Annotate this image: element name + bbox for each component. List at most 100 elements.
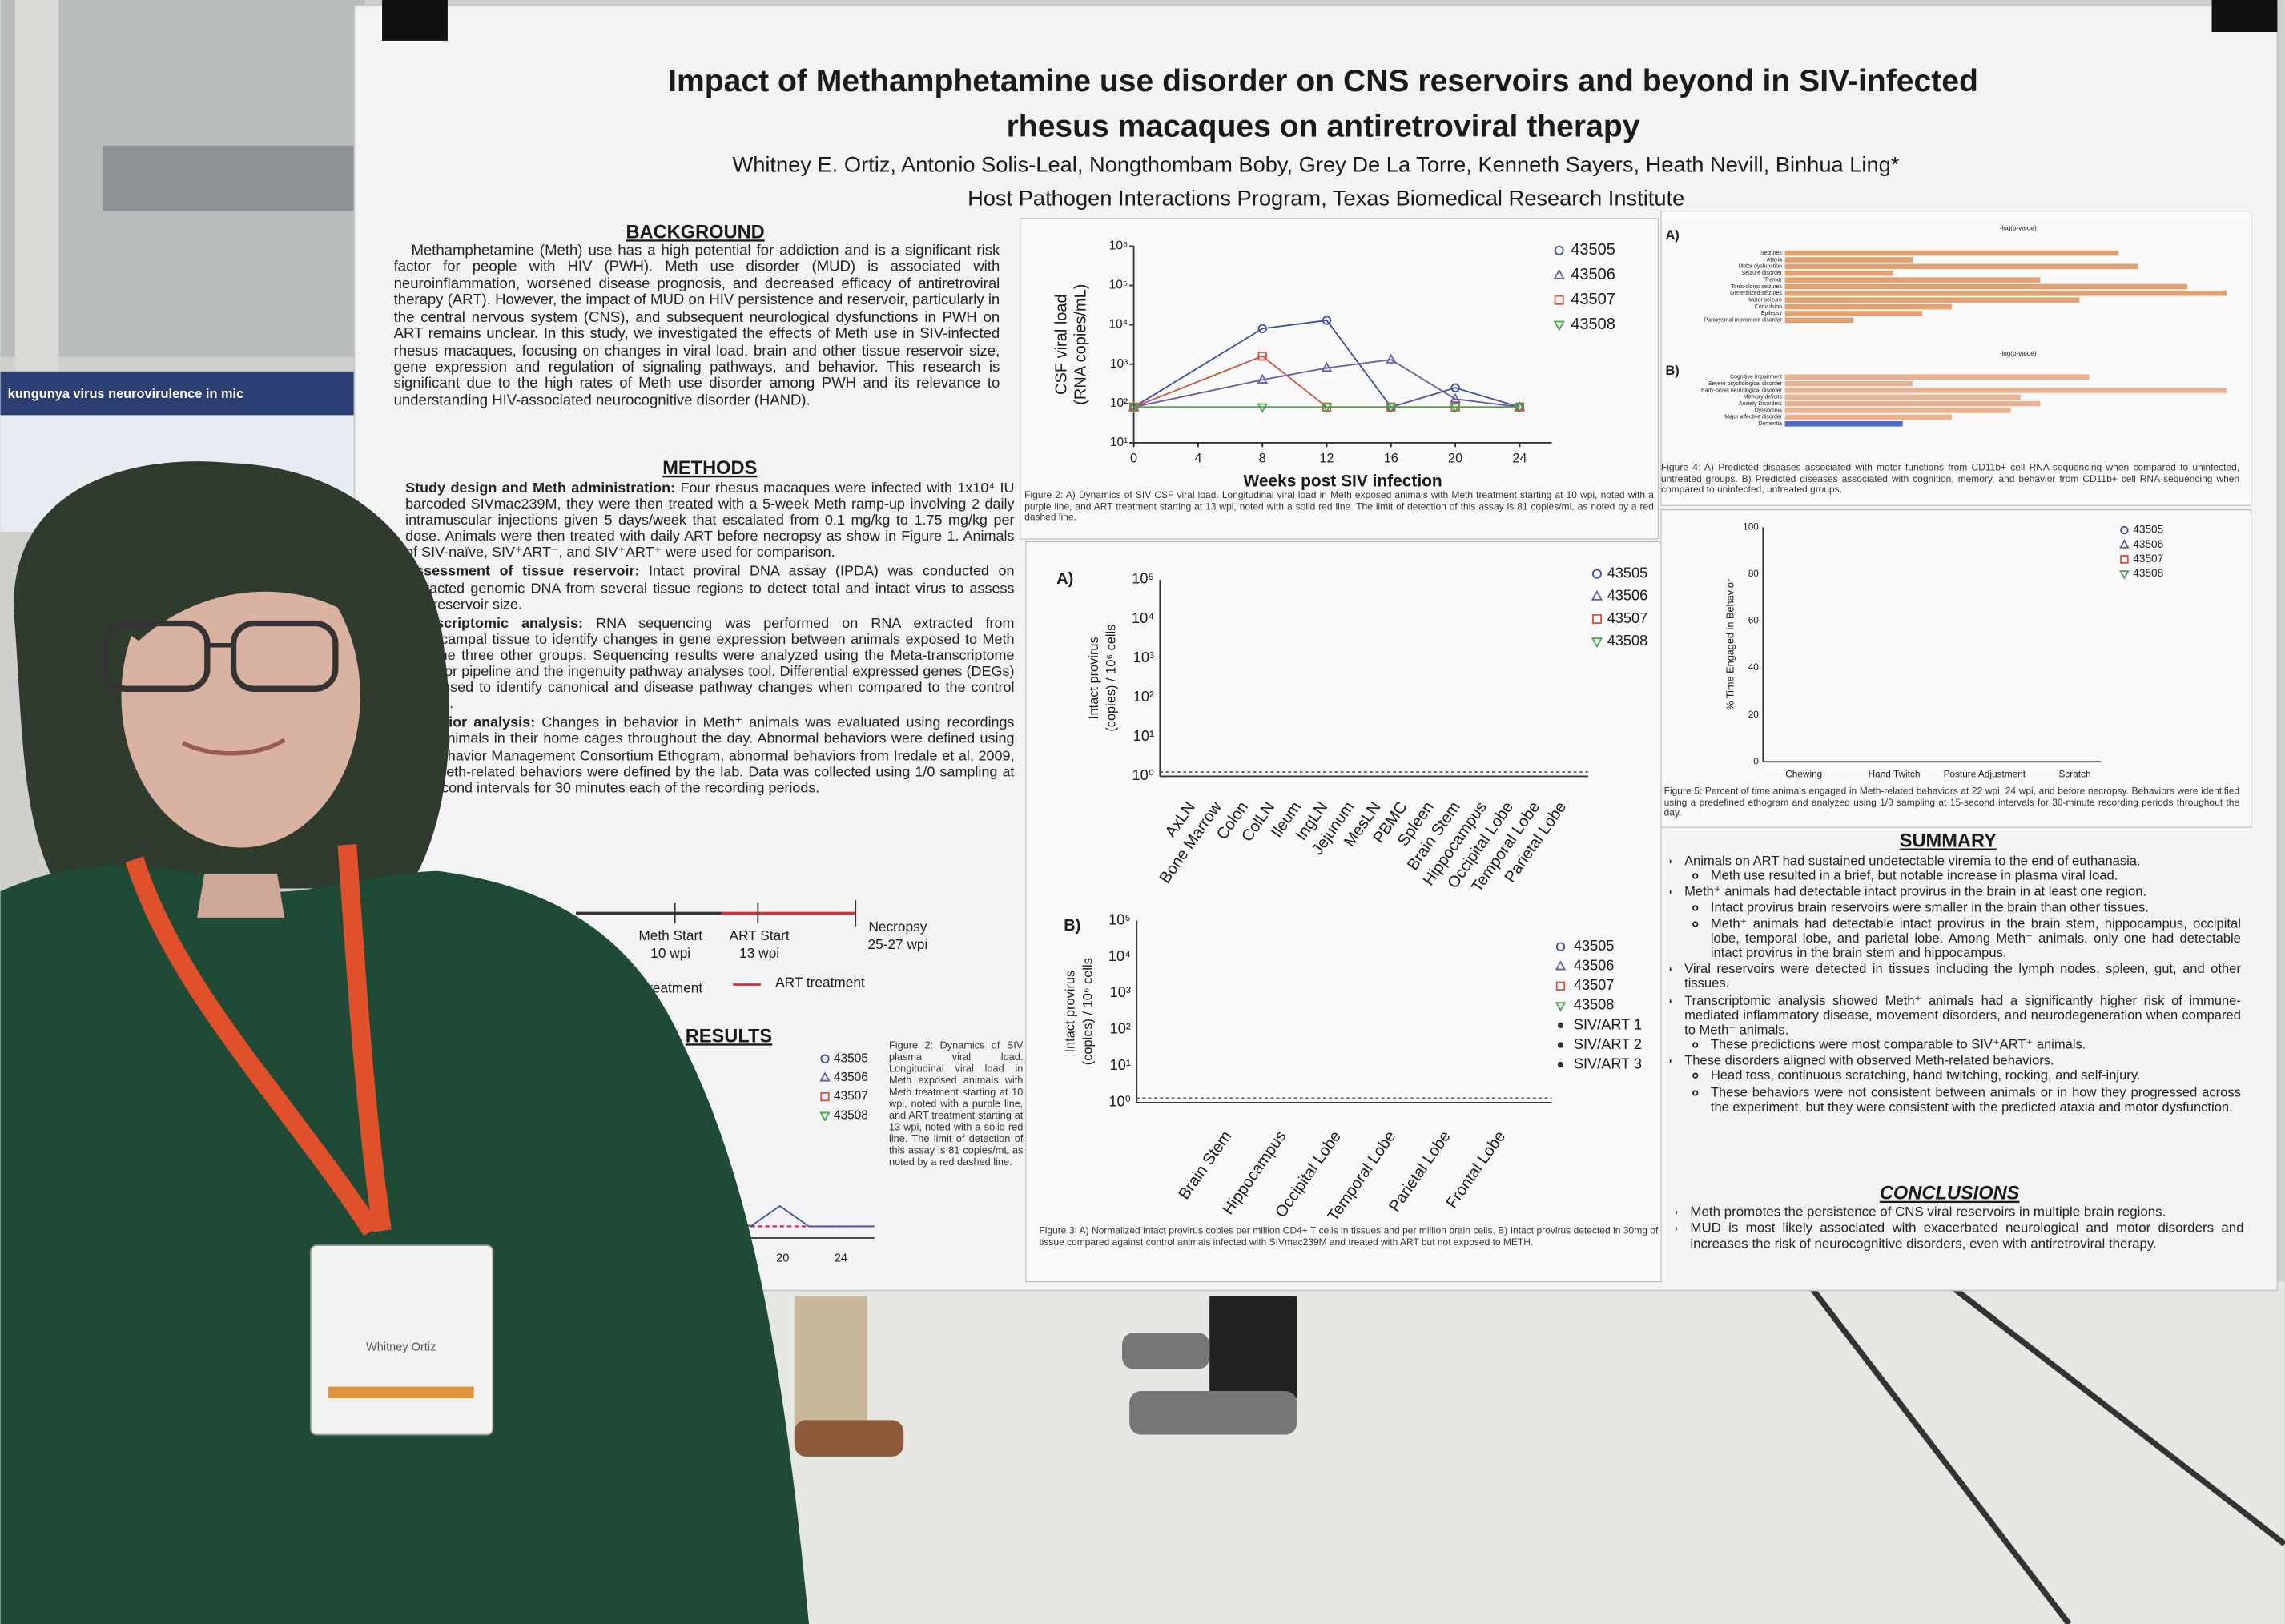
legend-label: 43508 [1607, 633, 1648, 649]
summary-item: Transcriptomic analysis showed Meth⁺ ani… [1684, 993, 2241, 1052]
marker [1514, 400, 1526, 412]
affiliation: Host Pathogen Interactions Program, Texa… [968, 185, 1684, 210]
marker [1554, 295, 1564, 305]
binder-clip [382, 0, 448, 41]
bar [1784, 291, 2227, 296]
y-tick-label: 40 [1748, 661, 1760, 673]
summary-text: These disorders aligned with observed Me… [1684, 1053, 2054, 1068]
summary-list: Animals on ART had sustained undetectabl… [1670, 854, 2241, 1114]
bar [1784, 374, 2090, 380]
summary-subitems: These predictions were most comparable t… [1684, 1037, 2241, 1052]
marker [1591, 637, 1603, 649]
section-heading: RESULTS [686, 1026, 773, 1047]
y-tick-label: 10² [1110, 1021, 1131, 1037]
marker [1450, 392, 1461, 403]
marker [1450, 403, 1461, 413]
x-tick-label: 12 [1319, 451, 1334, 465]
marker [819, 1071, 831, 1082]
methods-lead: Assessment of tissue reservoir: [405, 564, 640, 581]
y-tick-label: 10⁵ [1108, 911, 1131, 927]
methods-text-box: Study design and Meth administration: Fo… [405, 480, 1014, 796]
bar [1784, 250, 2119, 256]
marker [1555, 1002, 1567, 1012]
figure2-caption-box: Figure 2: A) Dynamics of SIV CSF viral l… [1024, 491, 1654, 523]
y-tick-label: 10⁶ [1109, 239, 1128, 252]
methods-text: Study design and Meth administration: Fo… [405, 480, 1014, 796]
legend-label: 43507 [1607, 610, 1648, 626]
legend-label: 43506 [1607, 588, 1648, 604]
marker [819, 1111, 831, 1122]
y-tick-label: 20 [1748, 709, 1760, 720]
glasses [102, 620, 211, 692]
y-axis-label: % Time Engaged in Behavior [1724, 578, 1736, 710]
methods-paragraph: Behavior analysis: Changes in behavior i… [405, 716, 1014, 797]
bar [1784, 263, 2138, 270]
section-heading: METHODS [662, 458, 757, 479]
bar-label: Motor dysfunction [1738, 264, 1782, 270]
figure4-caption-box: Figure 4: A) Predicted diseases associat… [1661, 463, 2239, 495]
legend-label: SIV/ART 3 [1574, 1055, 1642, 1071]
marker [1386, 353, 1397, 364]
summary-item: Animals on ART had sustained undetectabl… [1684, 854, 2241, 883]
poster-title: rhesus macaques on antiretroviral therap… [1007, 109, 1640, 143]
person: Whitney Ortiz [0, 461, 809, 1624]
y-axis-label: (RNA copies/mL) [1072, 284, 1089, 405]
bar [1784, 317, 1854, 324]
summary-subitem: Meth use resulted in a brief, but notabl… [1711, 868, 2241, 883]
y-tick-label: 10⁰ [1132, 767, 1155, 783]
legend-label: 43508 [2133, 567, 2163, 579]
category-label: Hand Twitch [1869, 769, 1921, 780]
timeline-label: Meth Start [638, 927, 702, 943]
bar-label: Tonic-clonic seizures [1731, 284, 1782, 290]
summary-subitems: Meth use resulted in a brief, but notabl… [1684, 868, 2241, 883]
timeline-label: 13 wpi [739, 945, 779, 961]
marker [1557, 1022, 1564, 1029]
bar-label: Seizure disorder [1742, 271, 1783, 276]
marker [1257, 373, 1268, 384]
x-tick-label: 16 [1384, 451, 1398, 465]
y-tick-label: 10⁴ [1132, 610, 1154, 626]
figure5-caption: Figure 5: Percent of time animals engage… [1663, 786, 2240, 819]
x-tick-label: 4 [1194, 451, 1201, 465]
bar [1784, 380, 1913, 387]
marker [1322, 316, 1332, 325]
legend-label: 43505 [1607, 565, 1648, 581]
y-axis-label: Intact provirus [1064, 971, 1078, 1053]
bar-label: Memory deficits [1744, 395, 1783, 400]
marker [1386, 403, 1397, 413]
y-axis-label: (copies) / 10⁶ cells [1081, 958, 1096, 1065]
background-text: Methamphetamine (Meth) use has a high po… [393, 243, 1000, 409]
methods-text: Four rhesus macaques were infected with … [405, 480, 1015, 561]
visitor-leg [794, 1296, 867, 1442]
mouth [181, 738, 286, 756]
small-caption: Figure 2: Dynamics of SIV plasma viral l… [889, 1041, 1024, 1169]
methods-text: Changes in behavior in Meth⁺ animals was… [405, 715, 1015, 797]
legend-label: 43507 [1574, 977, 1615, 993]
bar-label: Cognitive impairment [1730, 375, 1782, 380]
summary-subitem: These predictions were most comparable t… [1711, 1037, 2241, 1052]
marker [2119, 539, 2130, 549]
lanyard [337, 844, 392, 1232]
marker [2120, 525, 2129, 535]
legend-label: 43507 [1571, 291, 1615, 308]
bar-label: Early-onset neurological disorder [1701, 388, 1783, 393]
x-axis-label: Weeks post SIV infection [1243, 472, 1442, 491]
y-tick-label: 10³ [1110, 984, 1131, 1000]
marker [1555, 960, 1567, 971]
summary-text: Viral reservoirs were detected in tissue… [1684, 961, 2241, 991]
category-label: Chewing [1785, 769, 1822, 780]
timeline-label: ART Start [730, 927, 790, 943]
y-tick-label: 10³ [1133, 649, 1154, 665]
marker [820, 1054, 830, 1063]
marker [1257, 352, 1267, 361]
neck [197, 874, 285, 918]
y-axis-label: CSF viral load [1053, 294, 1071, 395]
x-tick-label: 24 [1512, 451, 1527, 465]
legend-label: 43507 [834, 1090, 868, 1103]
legend-label: 43505 [1574, 938, 1615, 954]
panel-label: B) [1064, 917, 1080, 935]
poster-title: Impact of Methamphetamine use disorder o… [668, 64, 1978, 98]
marker [1591, 569, 1602, 579]
legend-label: 43507 [2133, 553, 2163, 565]
y-tick-label: 10⁵ [1132, 571, 1154, 587]
